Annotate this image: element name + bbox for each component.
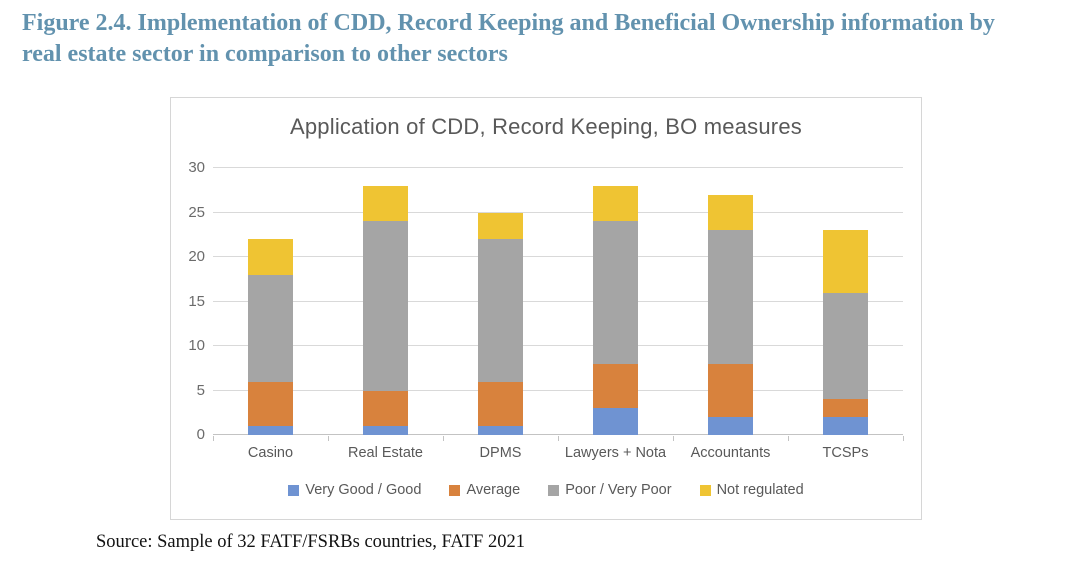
chart-container: Application of CDD, Record Keeping, BO m… (170, 97, 922, 520)
bar-dpms (478, 168, 523, 435)
bar-segment (708, 363, 753, 418)
y-axis-tick-label: 20 (188, 248, 205, 265)
x-axis-category-label: DPMS (479, 445, 522, 461)
legend-label: Not regulated (716, 482, 804, 498)
y-axis-tick-label: 5 (196, 381, 205, 399)
figure-title: Figure 2.4. Implementation of CDD, Recor… (22, 10, 995, 67)
bar-segment (478, 239, 523, 382)
x-axis-tick-mark (903, 436, 904, 441)
x-axis-category-label: Real Estate (348, 445, 423, 461)
legend-item-poor-very-poor: Poor / Very Poor (548, 482, 672, 498)
chart-legend: Very Good / Good Average Poor / Very Poor N… (171, 482, 921, 498)
legend-label: Poor / Very Poor (565, 482, 672, 498)
bar-segment (708, 417, 753, 435)
bar-segment (823, 417, 868, 435)
legend-swatch-icon (288, 484, 300, 496)
gridline-y-0 (213, 434, 903, 435)
legend-item-average: Average (449, 482, 520, 498)
bar-segment (478, 426, 523, 435)
y-axis-tick-label: 30 (188, 159, 205, 176)
gridline-y-5 (213, 389, 903, 391)
gridline-y-25 (213, 211, 903, 213)
legend-label: Average (466, 482, 521, 498)
x-axis-tick-mark (443, 436, 444, 441)
legend-swatch-icon (548, 484, 560, 496)
bar-segment (708, 230, 753, 364)
x-axis-tick-mark (673, 436, 674, 441)
legend-item-not-regulated: Not regulated (699, 482, 804, 498)
x-axis-tick-mark (558, 436, 559, 441)
bar-lawyers-nota (593, 168, 638, 435)
bar-segment (823, 230, 868, 293)
bar-casino (248, 168, 293, 435)
bar-tcsps (823, 168, 868, 435)
bar-segment (593, 408, 638, 435)
y-axis-tick-label: 25 (188, 203, 205, 221)
bar-segment (593, 221, 638, 364)
plot-area: 0 5 10 15 20 25 30 Casino Real Estate DPMS Lawyers… (188, 159, 904, 461)
source-note: Source: Sample of 32 FATF/FSRBs countrie… (96, 532, 525, 552)
gridline-y-30 (213, 167, 903, 168)
bar-segment (248, 274, 293, 382)
y-axis-tick-label: 10 (188, 337, 205, 354)
y-axis-tick-label: 0 (196, 426, 205, 443)
bar-segment (363, 221, 408, 391)
gridline-y-15 (213, 300, 903, 302)
bar-segment (248, 381, 293, 427)
bar-segment (593, 363, 638, 409)
bar-real-estate (363, 168, 408, 435)
legend-swatch-icon (449, 484, 461, 496)
gridline-y-10 (213, 345, 903, 346)
x-axis-category-label: TCSPs (822, 445, 869, 461)
legend-item-very-good-good: Very Good / Good (288, 482, 421, 498)
legend-swatch-icon (699, 484, 711, 496)
x-axis-tick-mark (328, 436, 329, 441)
bar-accountants (708, 168, 753, 435)
bar-segment (363, 426, 408, 435)
legend-label: Very Good / Good (305, 482, 422, 498)
bar-segment (478, 212, 523, 240)
x-axis-tick-mark (788, 436, 789, 441)
bar-segment (823, 292, 868, 400)
bar-segment (593, 185, 638, 222)
y-axis-tick-label: 15 (188, 292, 205, 310)
bar-segment (248, 426, 293, 435)
x-axis-category-label: Lawyers + Nota (564, 445, 667, 461)
bar-segment (478, 381, 523, 427)
bar-segment (823, 399, 868, 418)
x-axis-tick-mark (213, 436, 214, 441)
bar-segment (363, 185, 408, 222)
x-axis-category-label: Casino (247, 445, 294, 461)
chart-title: Application of CDD, Record Keeping, BO m… (290, 114, 802, 139)
bar-segment (363, 390, 408, 427)
x-axis-category-label: Accountants (690, 445, 771, 461)
bar-segment (248, 239, 293, 275)
bar-segment (708, 194, 753, 231)
gridline-y-20 (213, 256, 903, 257)
